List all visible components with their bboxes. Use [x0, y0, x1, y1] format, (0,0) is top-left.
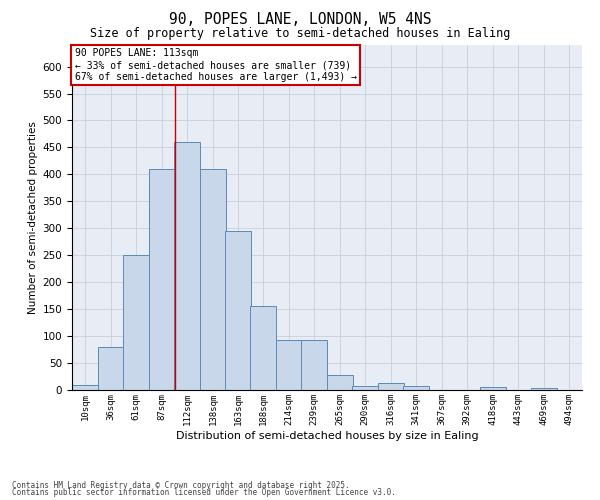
Bar [378, 383, 404, 390]
Bar [123, 255, 149, 390]
Text: 90 POPES LANE: 113sqm
← 33% of semi-detached houses are smaller (739)
67% of sem: 90 POPES LANE: 113sqm ← 33% of semi-deta… [74, 48, 356, 82]
Text: 90, POPES LANE, LONDON, W5 4NS: 90, POPES LANE, LONDON, W5 4NS [169, 12, 431, 28]
Bar [276, 340, 302, 390]
Y-axis label: Number of semi-detached properties: Number of semi-detached properties [28, 121, 38, 314]
Bar [250, 306, 276, 390]
Bar [174, 142, 200, 390]
Bar [352, 386, 378, 390]
Text: Contains public sector information licensed under the Open Government Licence v3: Contains public sector information licen… [12, 488, 396, 497]
Bar [225, 231, 251, 390]
Text: Contains HM Land Registry data © Crown copyright and database right 2025.: Contains HM Land Registry data © Crown c… [12, 480, 350, 490]
Bar [582, 388, 600, 390]
Bar [480, 388, 506, 390]
Bar [403, 386, 429, 390]
Bar [301, 340, 327, 390]
Bar [149, 169, 175, 390]
Bar [72, 384, 98, 390]
Bar [327, 375, 353, 390]
Text: Size of property relative to semi-detached houses in Ealing: Size of property relative to semi-detach… [90, 28, 510, 40]
X-axis label: Distribution of semi-detached houses by size in Ealing: Distribution of semi-detached houses by … [176, 430, 478, 440]
Bar [98, 347, 124, 390]
Bar [200, 169, 226, 390]
Bar [531, 388, 557, 390]
